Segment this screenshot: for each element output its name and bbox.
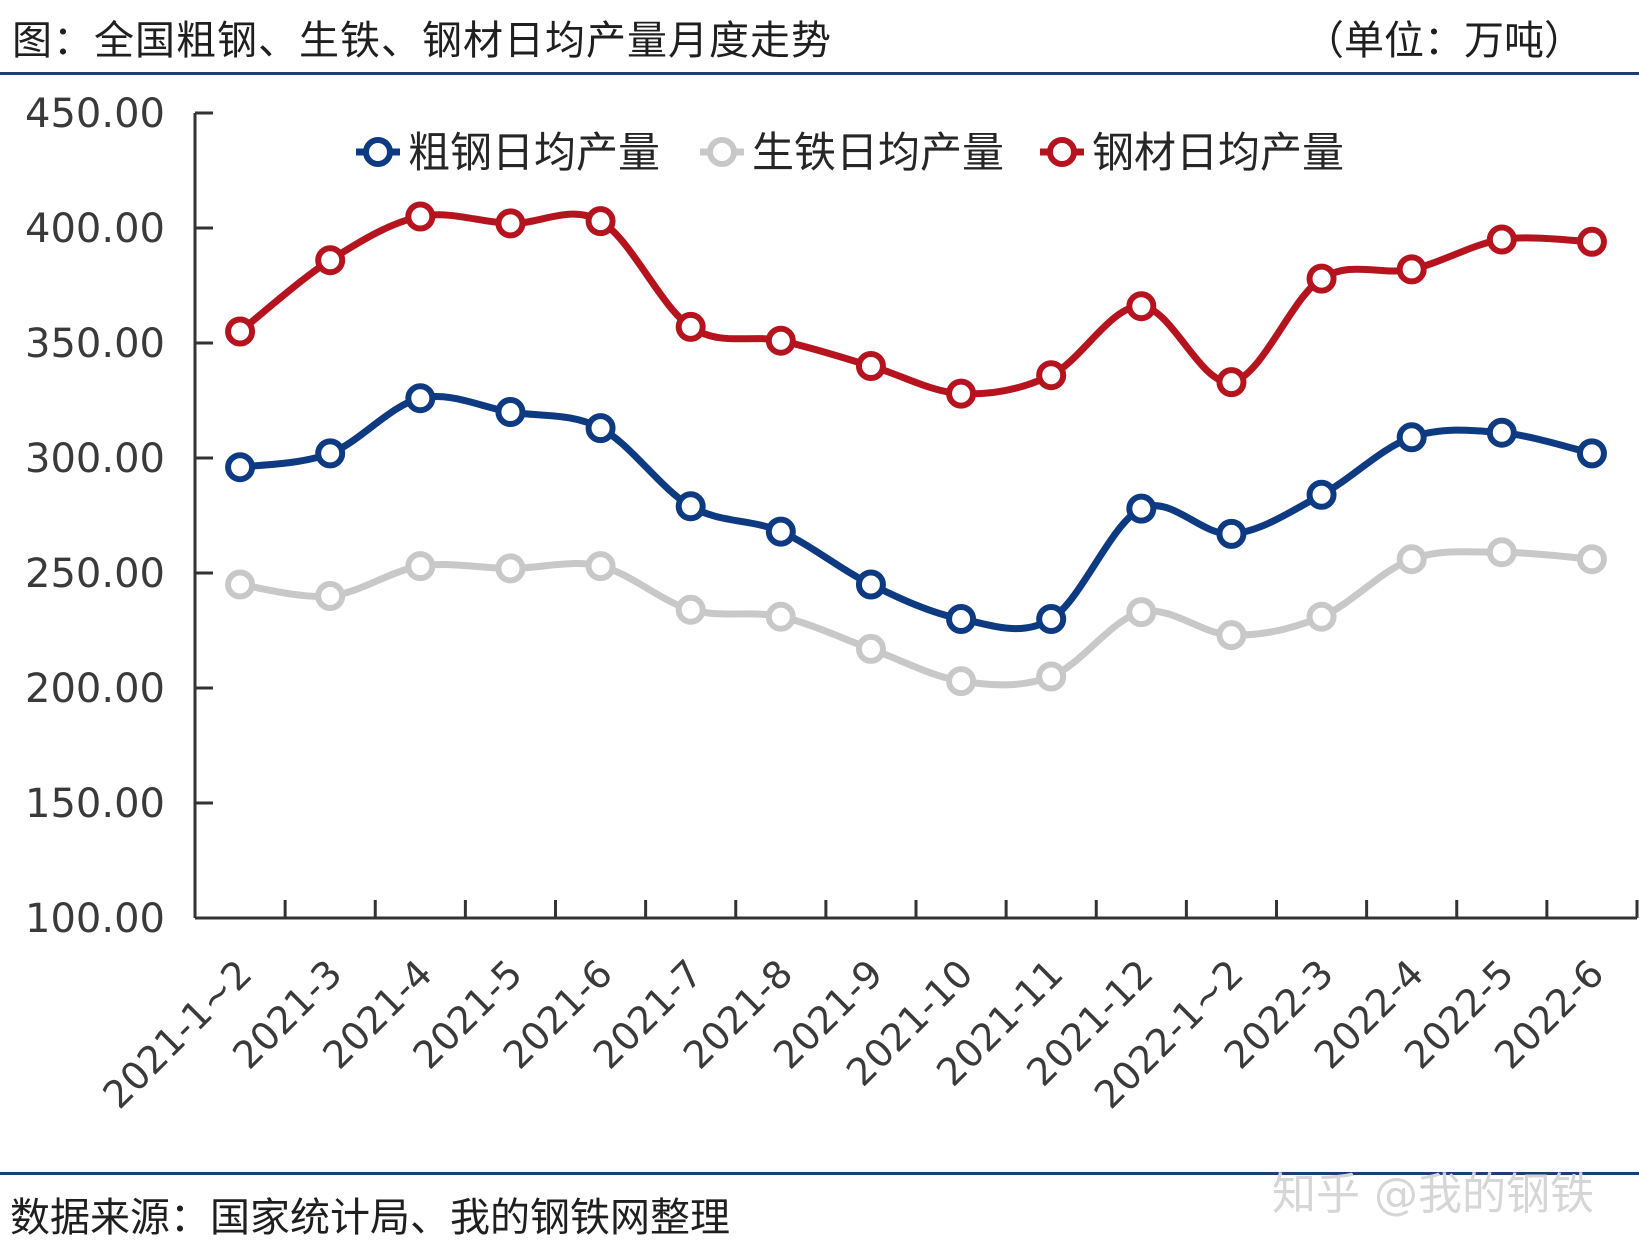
chart-title: 图：全国粗钢、生铁、钢材日均产量月度走势 — [12, 18, 832, 64]
y-tick-label: 200.00 — [25, 666, 165, 712]
y-tick-label: 350.00 — [25, 321, 165, 367]
top-rule — [0, 72, 1639, 75]
data-point — [1126, 291, 1157, 322]
data-point — [1486, 224, 1517, 255]
data-source: 数据来源：国家统计局、我的钢铁网整理 — [10, 1195, 730, 1241]
data-point — [585, 551, 616, 582]
data-point — [1486, 537, 1517, 568]
legend: 粗钢日均产量 生铁日均产量 钢材日均产量 — [356, 128, 1344, 177]
data-point — [1216, 518, 1247, 549]
series-line-2 — [236, 210, 1596, 398]
data-point — [1396, 254, 1427, 285]
data-point — [1396, 422, 1427, 453]
data-point — [405, 383, 436, 414]
y-tick-label: 300.00 — [25, 436, 165, 482]
y-tick-label: 100.00 — [25, 896, 165, 942]
legend-swatch-marker — [1047, 137, 1077, 167]
data-point — [1486, 417, 1517, 448]
data-point — [765, 601, 796, 632]
data-point — [1576, 226, 1607, 257]
series-markers — [225, 201, 1607, 697]
data-point — [765, 516, 796, 547]
data-point — [495, 208, 526, 239]
data-point — [585, 206, 616, 237]
y-tick-label: 250.00 — [25, 551, 165, 597]
data-point — [495, 553, 526, 584]
data-point — [1036, 661, 1067, 692]
series-line-0 — [236, 393, 1596, 633]
legend-label: 生铁日均产量 — [752, 128, 1004, 177]
data-point — [855, 633, 886, 664]
data-point — [1216, 620, 1247, 651]
data-point — [405, 551, 436, 582]
y-tick-label: 400.00 — [25, 206, 165, 252]
data-point — [1576, 544, 1607, 575]
axes: 450.00 400.00 350.00 300.00 250.00 200.00 150.… — [25, 91, 1639, 1117]
data-point — [675, 491, 706, 522]
data-point — [675, 594, 706, 625]
data-point — [1036, 604, 1067, 634]
legend-swatch-marker — [363, 137, 393, 167]
data-point — [315, 438, 346, 469]
series-line-1 — [236, 548, 1596, 689]
data-point — [1396, 544, 1427, 575]
unit-label: （单位：万吨） — [1304, 18, 1584, 64]
data-point — [1306, 479, 1337, 510]
data-point — [225, 569, 256, 600]
data-point — [946, 666, 977, 697]
data-point — [1126, 597, 1157, 628]
watermark: 知乎 @我的钢铁 — [1272, 1169, 1594, 1220]
y-tick-label: 450.00 — [25, 91, 165, 137]
data-point — [946, 604, 977, 634]
data-point — [225, 452, 256, 483]
line-chart: 450.00 400.00 350.00 300.00 250.00 200.00 150.… — [25, 91, 1639, 1117]
data-point — [495, 397, 526, 427]
data-point — [855, 351, 886, 381]
data-point — [765, 325, 796, 356]
data-point — [225, 316, 256, 347]
y-tick-label: 150.00 — [25, 781, 165, 827]
data-point — [1126, 493, 1157, 524]
legend-label: 钢材日均产量 — [1092, 128, 1344, 177]
series-lines — [236, 210, 1596, 689]
data-point — [855, 569, 886, 600]
legend-label: 粗钢日均产量 — [408, 128, 660, 177]
data-point — [1306, 601, 1337, 632]
data-point — [675, 311, 706, 342]
bottom-rule — [0, 1172, 1639, 1175]
data-point — [315, 245, 346, 276]
data-point — [315, 581, 346, 611]
data-point — [585, 413, 616, 444]
data-point — [1216, 367, 1247, 398]
data-point — [1036, 360, 1067, 391]
data-point — [946, 378, 977, 409]
data-point — [1576, 438, 1607, 469]
data-point — [405, 201, 436, 232]
legend-swatch-marker — [707, 137, 737, 167]
data-point — [1306, 263, 1337, 294]
